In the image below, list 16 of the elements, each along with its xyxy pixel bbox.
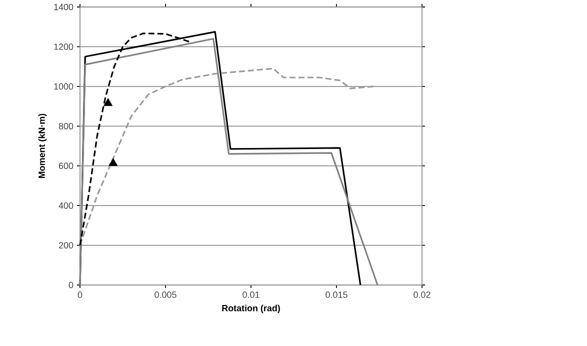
y-tick-label: 1400 xyxy=(54,4,74,10)
line-series xyxy=(79,68,375,246)
y-tick-label: 1200 xyxy=(54,44,74,50)
y-tick-label: 600 xyxy=(58,162,74,170)
x-axis-title: Rotation (rad) xyxy=(222,304,280,314)
x-tick-label: 0.005 xyxy=(154,292,176,298)
x-tick-label: 0.01 xyxy=(242,292,260,298)
x-tick-label: 0.015 xyxy=(326,292,348,298)
y-axis-title: Moment (kN·m) xyxy=(38,114,47,178)
y-tick-label: 800 xyxy=(58,122,74,130)
x-tick-label: 0 xyxy=(78,292,82,298)
x-tick-label: 0.02 xyxy=(414,292,430,298)
y-tick-label: 400 xyxy=(58,202,74,209)
y-tick-label: 0 xyxy=(68,282,74,288)
y-tick-label: 1000 xyxy=(54,83,74,90)
y-tick-label: 200 xyxy=(58,242,74,248)
